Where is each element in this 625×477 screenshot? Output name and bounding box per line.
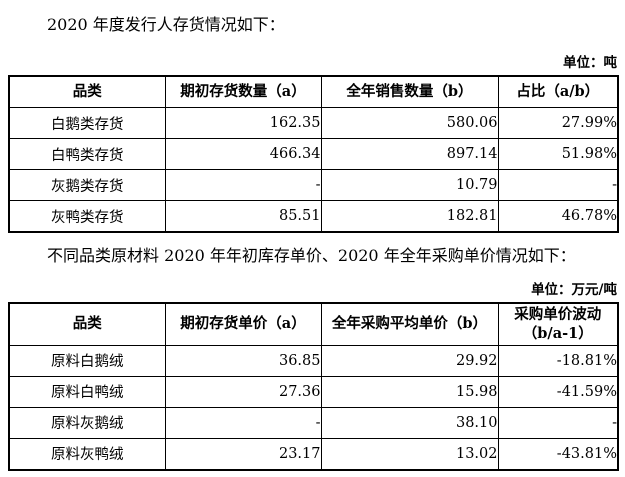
- row-grey-goose-inventory: 灰鹅类存货 - 10.79 -: [8, 169, 619, 202]
- value-cell: 162.35: [164, 107, 322, 140]
- value-cell: 36.85: [164, 344, 322, 377]
- header-cell-price-fluctuation: 采购单价波动（b/a-1）: [497, 302, 619, 346]
- inventory-table-header-row: 品类 期初存货数量（a） 全年销售数量（b） 占比（a/b）: [8, 75, 619, 109]
- inventory-section-title: 2020 年度发行人存货情况如下：: [47, 15, 285, 34]
- inventory-unit-label: 单位：吨: [563, 55, 617, 72]
- header-cell-beginning-inventory-qty: 期初存货数量（a）: [164, 75, 322, 109]
- category-cell: 原料灰鸭绒: [8, 437, 166, 471]
- unit-price-section-title: 不同品类原材料 2020 年年初库存单价、2020 年全年采购单价情况如下：: [47, 246, 576, 266]
- category-cell: 原料白鹅绒: [8, 344, 166, 377]
- value-cell: -43.81%: [497, 437, 619, 471]
- value-cell: 38.10: [320, 406, 499, 439]
- value-cell: 27.99%: [497, 107, 619, 140]
- value-cell: 46.78%: [497, 200, 619, 233]
- row-raw-white-duck-down: 原料白鸭绒 27.36 15.98 -41.59%: [8, 375, 619, 408]
- header-cell-category: 品类: [8, 75, 166, 109]
- value-cell: -: [497, 169, 619, 202]
- category-cell: 灰鹅类存货: [8, 169, 166, 202]
- header-cell-beginning-unit-price: 期初存货单价（a）: [164, 302, 322, 346]
- category-cell: 原料白鸭绒: [8, 375, 166, 408]
- header-cell-annual-sales-qty: 全年销售数量（b）: [320, 75, 499, 109]
- value-cell: -: [164, 406, 322, 439]
- unit-price-table-header-row: 品类 期初存货单价（a） 全年采购平均单价（b） 采购单价波动（b/a-1）: [8, 302, 619, 346]
- row-raw-white-goose-down: 原料白鹅绒 36.85 29.92 -18.81%: [8, 344, 619, 377]
- row-white-duck-inventory: 白鸭类存货 466.34 897.14 51.98%: [8, 138, 619, 171]
- value-cell: -: [164, 169, 322, 202]
- value-cell: -: [497, 406, 619, 439]
- value-cell: 10.79: [320, 169, 499, 202]
- value-cell: 897.14: [320, 138, 499, 171]
- row-raw-grey-duck-down: 原料灰鸭绒 23.17 13.02 -43.81%: [8, 437, 619, 471]
- value-cell: 580.06: [320, 107, 499, 140]
- value-cell: -41.59%: [497, 375, 619, 408]
- row-white-goose-inventory: 白鹅类存货 162.35 580.06 27.99%: [8, 107, 619, 140]
- header-cell-ratio: 占比（a/b）: [497, 75, 619, 109]
- unit-price-unit-label: 单位：万元/吨: [531, 282, 617, 299]
- category-cell: 白鹅类存货: [8, 107, 166, 140]
- category-cell: 白鸭类存货: [8, 138, 166, 171]
- value-cell: 85.51: [164, 200, 322, 233]
- unit-price-table: 品类 期初存货单价（a） 全年采购平均单价（b） 采购单价波动（b/a-1） 原…: [8, 302, 619, 471]
- category-cell: 原料灰鹅绒: [8, 406, 166, 439]
- value-cell: -18.81%: [497, 344, 619, 377]
- value-cell: 29.92: [320, 344, 499, 377]
- value-cell: 182.81: [320, 200, 499, 233]
- header-cell-category: 品类: [8, 302, 166, 346]
- inventory-table: 品类 期初存货数量（a） 全年销售数量（b） 占比（a/b） 白鹅类存货 162…: [8, 75, 619, 234]
- value-cell: 51.98%: [497, 138, 619, 171]
- value-cell: 466.34: [164, 138, 322, 171]
- category-cell: 灰鸭类存货: [8, 200, 166, 233]
- row-grey-duck-inventory: 灰鸭类存货 85.51 182.81 46.78%: [8, 200, 619, 233]
- header-cell-annual-avg-purchase-price: 全年采购平均单价（b）: [320, 302, 499, 346]
- value-cell: 27.36: [164, 375, 322, 408]
- value-cell: 23.17: [164, 437, 322, 471]
- value-cell: 15.98: [320, 375, 499, 408]
- value-cell: 13.02: [320, 437, 499, 471]
- row-raw-grey-goose-down: 原料灰鹅绒 - 38.10 -: [8, 406, 619, 439]
